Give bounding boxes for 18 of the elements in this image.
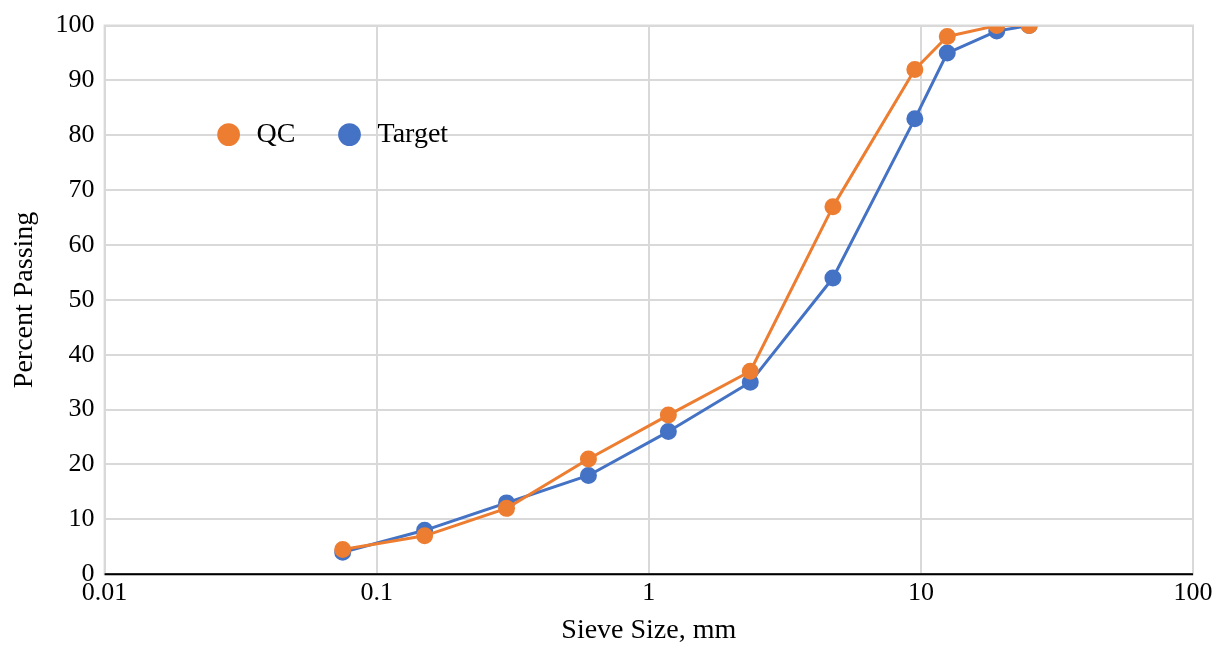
y-tick-label: 40 (68, 338, 95, 368)
x-tick-label: 100 (1173, 576, 1213, 606)
y-tick-label: 60 (68, 228, 95, 258)
y-tick-label: 90 (68, 64, 95, 94)
y-tick-label: 20 (68, 448, 95, 478)
legend-label: Target (377, 116, 449, 148)
x-tick-label: 10 (907, 576, 934, 606)
legend-label: QC (256, 116, 296, 148)
y-tick-label: 50 (68, 283, 95, 313)
x-tick-label: 0.1 (360, 576, 393, 606)
y-tick-label: 100 (55, 9, 95, 39)
y-tick-label: 80 (68, 119, 95, 149)
x-tick-label: 1 (642, 576, 656, 606)
y-axis-title: Percent Passing (7, 211, 39, 389)
y-tick-label: 70 (68, 174, 95, 204)
y-tick-label: 10 (68, 503, 95, 533)
y-tick-label: 30 (68, 393, 95, 423)
x-axis-title: Sieve Size, mm (561, 612, 737, 644)
